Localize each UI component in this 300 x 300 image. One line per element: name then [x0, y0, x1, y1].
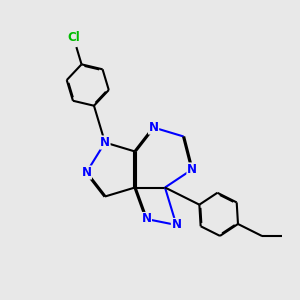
Text: N: N — [141, 212, 152, 226]
Text: N: N — [81, 166, 92, 179]
Text: N: N — [148, 121, 159, 134]
Text: N: N — [171, 218, 182, 232]
Text: Cl: Cl — [67, 31, 80, 44]
Text: N: N — [187, 163, 197, 176]
Text: N: N — [100, 136, 110, 149]
